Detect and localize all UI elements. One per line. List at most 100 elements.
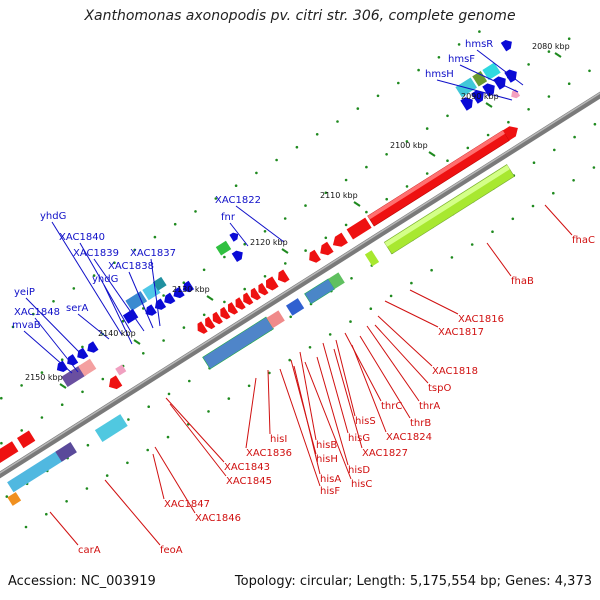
tick-dot: [552, 191, 555, 195]
gene-label-mvab: mvaB: [12, 320, 41, 331]
tick-dot: [182, 281, 186, 285]
label-leader-group: [23, 49, 573, 546]
leader-line: [304, 361, 352, 480]
reverse-gene-arrow: [145, 304, 157, 316]
tick-dot: [223, 300, 226, 304]
scale-tick-mark: [133, 339, 141, 345]
tick-dot: [527, 108, 530, 111]
tick-dot: [507, 120, 510, 124]
mvaB-gene-block: [78, 358, 97, 377]
tick-dot: [324, 236, 328, 240]
gene-label-fhac: fhaC: [572, 235, 595, 246]
yhdG-gene-block: [122, 308, 139, 324]
leader-line: [476, 49, 524, 86]
gene-label-hiss: hisS: [355, 416, 376, 427]
tick-dot: [223, 255, 226, 259]
tick-dot: [24, 525, 28, 529]
leader-line: [77, 313, 110, 340]
gene-label-hmsf: hmsF: [448, 54, 475, 65]
gene-label-feoa: feoA: [160, 545, 183, 556]
leader-line: [293, 365, 321, 475]
tick-dot-group: [0, 30, 597, 529]
genome-backbone: [0, 91, 600, 479]
tick-dot: [457, 43, 461, 46]
leader-line: [51, 221, 123, 336]
tick-dot: [188, 379, 191, 383]
his-operon-arrow: [243, 292, 254, 305]
leader-line: [150, 258, 161, 327]
tick-dot: [425, 172, 429, 175]
gene-label-fnr: fnr: [221, 212, 236, 223]
leader-line: [459, 64, 519, 93]
tick-dot: [466, 146, 470, 150]
leader-line: [366, 325, 420, 402]
tick-dot: [283, 217, 287, 220]
leader-line: [409, 289, 459, 315]
leader-line: [165, 397, 225, 463]
tick-dot: [263, 230, 267, 233]
his-operon-block: [202, 316, 274, 370]
his-operon-arrow: [205, 316, 216, 330]
gene-label-xac1827: XAC1827: [362, 448, 408, 459]
forward-gene-arrow: [109, 375, 123, 390]
tick-dot: [410, 281, 413, 285]
tick-dot: [214, 197, 218, 200]
scale-tick-mark: [554, 52, 562, 58]
tick-dot: [304, 204, 307, 207]
his-operon-arrow: [258, 282, 269, 296]
leader-line: [104, 479, 161, 546]
gene-label-group: hmsR hmsF hmsH XAC1822 fnr yhdG XAC1840 XAC1839…: [12, 39, 595, 556]
tick-dot: [45, 512, 48, 516]
tick-dot: [275, 158, 278, 162]
fhaB-gene-highlight: [384, 165, 510, 247]
leader-line: [25, 297, 84, 357]
tick-dot: [0, 441, 3, 445]
gene-label-xac1837: XAC1837: [130, 248, 176, 259]
scale-tick-label: 2140 kbp: [98, 329, 136, 338]
tick-dot: [227, 397, 231, 400]
XAC1843-gene-block: [94, 414, 128, 442]
tick-dot: [162, 294, 165, 297]
tick-dot: [162, 339, 165, 342]
scale-tick-mark: [428, 151, 436, 157]
tick-dot: [194, 210, 197, 213]
reverse-gene-arrow: [182, 280, 194, 293]
gene-label-hisi: hisI: [270, 434, 287, 445]
gene-label-xac1817: XAC1817: [438, 327, 484, 338]
tick-dot: [470, 243, 474, 246]
tick-dot: [397, 81, 400, 85]
reverse-gene-arrow: [511, 89, 521, 99]
gene-label-xac1818: XAC1818: [432, 366, 478, 377]
gene-label-xac1840: XAC1840: [59, 232, 105, 243]
reverse-gene-arrow: [173, 286, 185, 299]
leader-line: [169, 403, 227, 477]
tick-dot: [478, 30, 481, 33]
gene-label-xac1838: XAC1838: [108, 261, 154, 272]
tick-dot: [349, 320, 352, 323]
tick-dot: [202, 268, 206, 272]
tick-dot: [153, 235, 157, 239]
hmsF-gene-block: [472, 71, 488, 87]
XAC1840-gene-block: [125, 291, 148, 311]
forward-gene-arrow: [332, 232, 348, 247]
reverse-gene-arrow: [164, 292, 176, 304]
reverse-gene-arrow: [229, 232, 239, 242]
leader-line: [23, 330, 73, 374]
scale-tick-label: 2120 kbp: [250, 238, 288, 247]
leader-line: [245, 377, 257, 449]
tick-dot: [289, 315, 293, 319]
carA-gene-block: [0, 441, 19, 464]
leader-line: [34, 317, 79, 373]
leader-line: [544, 204, 573, 236]
leader-line: [299, 351, 317, 441]
tick-dot: [263, 275, 267, 278]
tick-dot: [65, 500, 68, 503]
scale-tick-mark: [59, 383, 67, 389]
gene-label-cara: carA: [78, 545, 101, 556]
forward-gene-arrow: [278, 269, 290, 283]
gene-label-xac1836: XAC1836: [246, 448, 292, 459]
tick-dot: [389, 294, 393, 298]
gene-label-tspo: tspO: [428, 383, 451, 394]
XAC1822-gene-block: [215, 240, 232, 256]
tick-dot: [356, 107, 360, 110]
